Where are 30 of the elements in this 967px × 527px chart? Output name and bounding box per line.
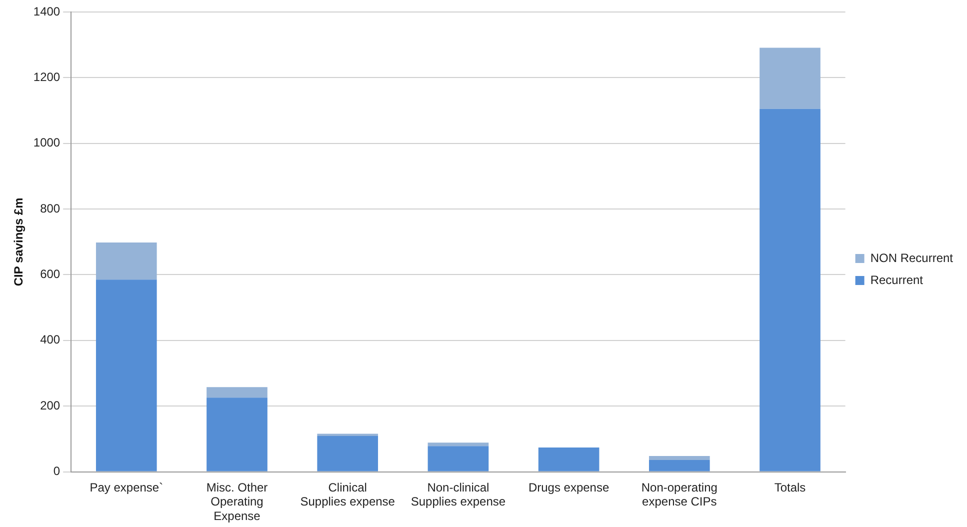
x-tick-label: Drugs expense bbox=[528, 480, 610, 494]
bar bbox=[648, 456, 710, 460]
bar bbox=[648, 460, 710, 472]
x-tick-label: Clinical Supplies expense bbox=[300, 480, 396, 509]
y-axis-title: CIP savings £m bbox=[12, 198, 26, 286]
y-tick-label: 0 bbox=[53, 464, 60, 478]
x-tick-label: Non-clinical Supplies expense bbox=[410, 480, 506, 509]
bar bbox=[538, 447, 600, 472]
y-tick-label: 1200 bbox=[33, 70, 60, 84]
bar bbox=[760, 108, 820, 472]
y-tick-label: 1400 bbox=[33, 4, 60, 18]
x-tick-label: Pay expense` bbox=[90, 480, 164, 494]
y-tick-label: 400 bbox=[40, 332, 60, 347]
bar bbox=[317, 436, 378, 472]
bar bbox=[206, 398, 268, 472]
legend-label: Recurrent bbox=[870, 272, 924, 287]
bar bbox=[428, 442, 489, 446]
bar bbox=[96, 242, 157, 280]
y-tick-label: 200 bbox=[40, 398, 60, 412]
x-tick-label: Non-operating expense CIPs bbox=[641, 480, 718, 509]
y-tick-label: 600 bbox=[40, 267, 60, 282]
x-tick-label: Misc. Other Operating Expense bbox=[206, 480, 268, 524]
bar bbox=[428, 446, 489, 472]
bar bbox=[206, 387, 268, 398]
x-tick-label: Totals bbox=[774, 480, 806, 494]
y-tick-label: 1000 bbox=[33, 136, 60, 150]
y-tick-label: 800 bbox=[40, 201, 60, 216]
bar bbox=[96, 280, 157, 472]
legend-label: NON Recurrent bbox=[870, 250, 954, 265]
bar bbox=[760, 48, 820, 109]
